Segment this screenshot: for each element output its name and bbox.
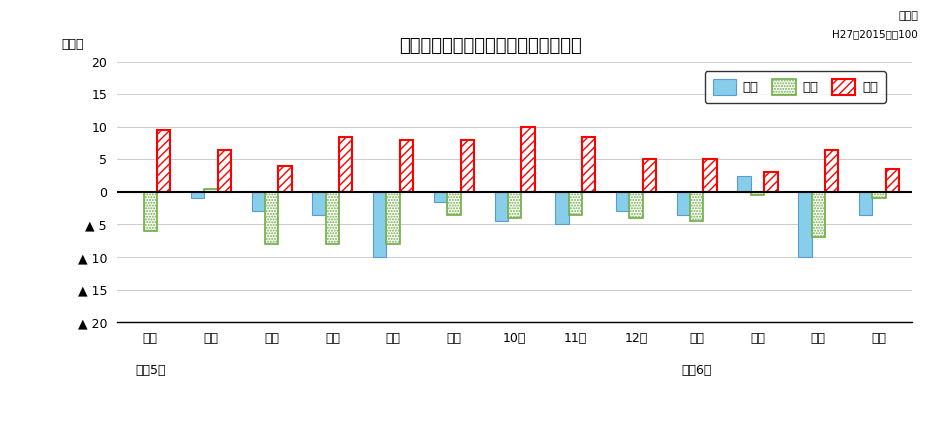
Bar [629, 192, 643, 218]
Text: H27（2015）＝100: H27（2015）＝100 [832, 29, 918, 39]
Bar [643, 159, 656, 192]
Text: 原指数: 原指数 [898, 11, 918, 21]
Bar [204, 189, 218, 192]
Text: 令和5年: 令和5年 [135, 364, 166, 377]
Bar [508, 192, 521, 218]
Bar [400, 140, 413, 192]
Bar [859, 192, 872, 215]
Bar [447, 192, 460, 215]
Bar [191, 192, 204, 198]
Bar [872, 192, 885, 198]
Bar [704, 159, 717, 192]
Bar [885, 169, 899, 192]
Bar [144, 192, 157, 231]
Bar [569, 192, 582, 215]
Bar [312, 192, 325, 215]
Bar [582, 136, 596, 192]
Bar [157, 130, 171, 192]
Bar [460, 140, 473, 192]
Text: （％）: （％） [62, 38, 84, 51]
Bar [265, 192, 279, 244]
Bar [690, 192, 704, 221]
Bar [325, 192, 339, 244]
Bar [751, 192, 764, 195]
Bar [339, 136, 352, 192]
Text: 令和6年: 令和6年 [681, 364, 712, 377]
Title: 生産・出荷・在庫の前年同月比の推移: 生産・出荷・在庫の前年同月比の推移 [399, 37, 582, 55]
Bar [521, 127, 535, 192]
Bar [825, 150, 838, 192]
Bar [737, 176, 751, 192]
Bar [812, 192, 825, 237]
Bar [218, 150, 231, 192]
Bar [495, 192, 508, 221]
Bar [798, 192, 812, 257]
Bar [555, 192, 569, 224]
Bar [616, 192, 629, 211]
Legend: 生産, 出荷, 在庫: 生産, 出荷, 在庫 [705, 71, 885, 103]
Bar [279, 166, 292, 192]
Bar [677, 192, 690, 215]
Bar [433, 192, 447, 202]
Bar [764, 173, 777, 192]
Bar [373, 192, 387, 257]
Bar [252, 192, 265, 211]
Bar [387, 192, 400, 244]
